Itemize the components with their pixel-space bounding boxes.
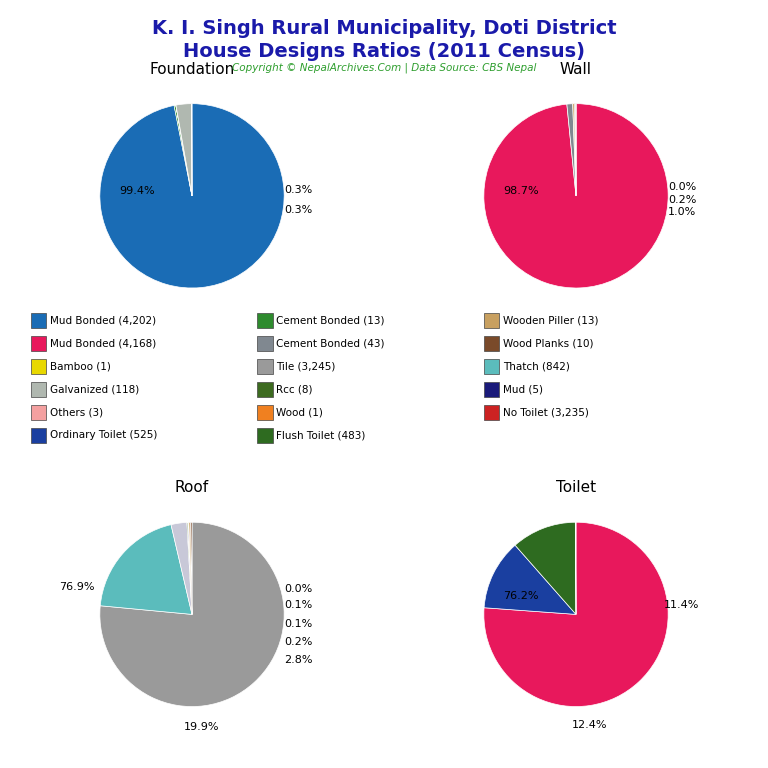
Wedge shape — [190, 522, 192, 614]
Text: Ordinary Toilet (525): Ordinary Toilet (525) — [50, 430, 157, 441]
Text: 0.2%: 0.2% — [668, 194, 696, 204]
Text: 0.3%: 0.3% — [284, 204, 312, 215]
Text: 76.9%: 76.9% — [59, 581, 94, 592]
Wedge shape — [187, 522, 192, 614]
Text: Wood Planks (10): Wood Planks (10) — [503, 338, 594, 349]
Text: Cement Bonded (43): Cement Bonded (43) — [276, 338, 385, 349]
Text: Mud Bonded (4,168): Mud Bonded (4,168) — [50, 338, 156, 349]
Text: 2.8%: 2.8% — [283, 655, 313, 666]
Text: Rcc (8): Rcc (8) — [276, 384, 313, 395]
Text: Others (3): Others (3) — [50, 407, 103, 418]
Text: Wooden Piller (13): Wooden Piller (13) — [503, 315, 598, 326]
Wedge shape — [174, 105, 192, 196]
Text: Copyright © NepalArchives.Com | Data Source: CBS Nepal: Copyright © NepalArchives.Com | Data Sou… — [232, 63, 536, 74]
Text: 98.7%: 98.7% — [503, 186, 538, 197]
Wedge shape — [574, 104, 576, 196]
Title: Wall: Wall — [560, 61, 592, 77]
Text: Bamboo (1): Bamboo (1) — [50, 361, 111, 372]
Wedge shape — [100, 522, 284, 707]
Text: 19.9%: 19.9% — [184, 722, 219, 732]
Wedge shape — [484, 545, 576, 614]
Wedge shape — [101, 525, 192, 614]
Text: 1.0%: 1.0% — [668, 207, 696, 217]
Wedge shape — [484, 104, 668, 288]
Text: Cement Bonded (13): Cement Bonded (13) — [276, 315, 385, 326]
Title: Foundation: Foundation — [149, 61, 235, 77]
Text: 0.0%: 0.0% — [668, 181, 696, 192]
Text: 0.1%: 0.1% — [284, 618, 312, 629]
Text: 0.3%: 0.3% — [284, 185, 312, 195]
Text: No Toilet (3,235): No Toilet (3,235) — [503, 407, 589, 418]
Text: House Designs Ratios (2011 Census): House Designs Ratios (2011 Census) — [183, 42, 585, 61]
Wedge shape — [573, 104, 576, 196]
Title: Roof: Roof — [175, 480, 209, 495]
Text: K. I. Singh Rural Municipality, Doti District: K. I. Singh Rural Municipality, Doti Dis… — [152, 19, 616, 38]
Text: Wood (1): Wood (1) — [276, 407, 323, 418]
Text: 76.2%: 76.2% — [503, 591, 538, 601]
Wedge shape — [171, 522, 192, 614]
Text: Tile (3,245): Tile (3,245) — [276, 361, 336, 372]
Text: 11.4%: 11.4% — [664, 600, 700, 611]
Wedge shape — [100, 104, 284, 288]
Text: Mud Bonded (4,202): Mud Bonded (4,202) — [50, 315, 156, 326]
Wedge shape — [188, 522, 192, 614]
Wedge shape — [188, 522, 192, 614]
Text: 12.4%: 12.4% — [572, 720, 607, 730]
Wedge shape — [189, 522, 192, 614]
Text: Thatch (842): Thatch (842) — [503, 361, 570, 372]
Text: 0.0%: 0.0% — [284, 584, 312, 594]
Text: Mud (5): Mud (5) — [503, 384, 543, 395]
Text: Galvanized (118): Galvanized (118) — [50, 384, 139, 395]
Wedge shape — [176, 104, 192, 196]
Wedge shape — [176, 105, 192, 196]
Wedge shape — [484, 522, 668, 707]
Wedge shape — [567, 104, 576, 196]
Text: Flush Toilet (483): Flush Toilet (483) — [276, 430, 366, 441]
Title: Toilet: Toilet — [556, 480, 596, 495]
Wedge shape — [515, 522, 576, 614]
Text: 99.4%: 99.4% — [119, 186, 154, 197]
Text: 0.2%: 0.2% — [284, 637, 312, 647]
Text: 0.1%: 0.1% — [284, 600, 312, 611]
